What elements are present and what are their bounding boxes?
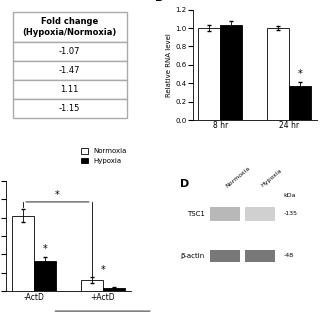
Text: kDa: kDa [283, 193, 296, 198]
Bar [245, 207, 275, 221]
Text: *: * [100, 265, 105, 275]
Text: *: * [43, 244, 47, 254]
Text: *: * [298, 68, 302, 79]
Text: B: B [156, 0, 164, 3]
Bar [34, 261, 56, 291]
Text: TSC1: TSC1 [187, 211, 205, 217]
Bar [245, 250, 275, 262]
Text: β-actin: β-actin [181, 253, 205, 259]
Bar [103, 287, 125, 291]
Bar [12, 216, 34, 291]
Text: -135: -135 [283, 212, 297, 216]
Text: *: * [55, 190, 60, 200]
Bar [210, 250, 240, 262]
Bar [81, 280, 103, 291]
Text: Normoxia: Normoxia [225, 165, 251, 188]
Text: D: D [180, 179, 189, 188]
Legend: Normoxia, Hypoxia: Normoxia, Hypoxia [78, 146, 130, 167]
Bar [210, 207, 240, 221]
Y-axis label: Relative RNA level: Relative RNA level [166, 33, 172, 97]
Bar [289, 86, 311, 120]
Bar [198, 28, 220, 120]
Text: -48: -48 [283, 253, 293, 258]
Text: Hypoxia: Hypoxia [260, 168, 283, 188]
Bar [267, 28, 289, 120]
Bar [220, 25, 242, 120]
